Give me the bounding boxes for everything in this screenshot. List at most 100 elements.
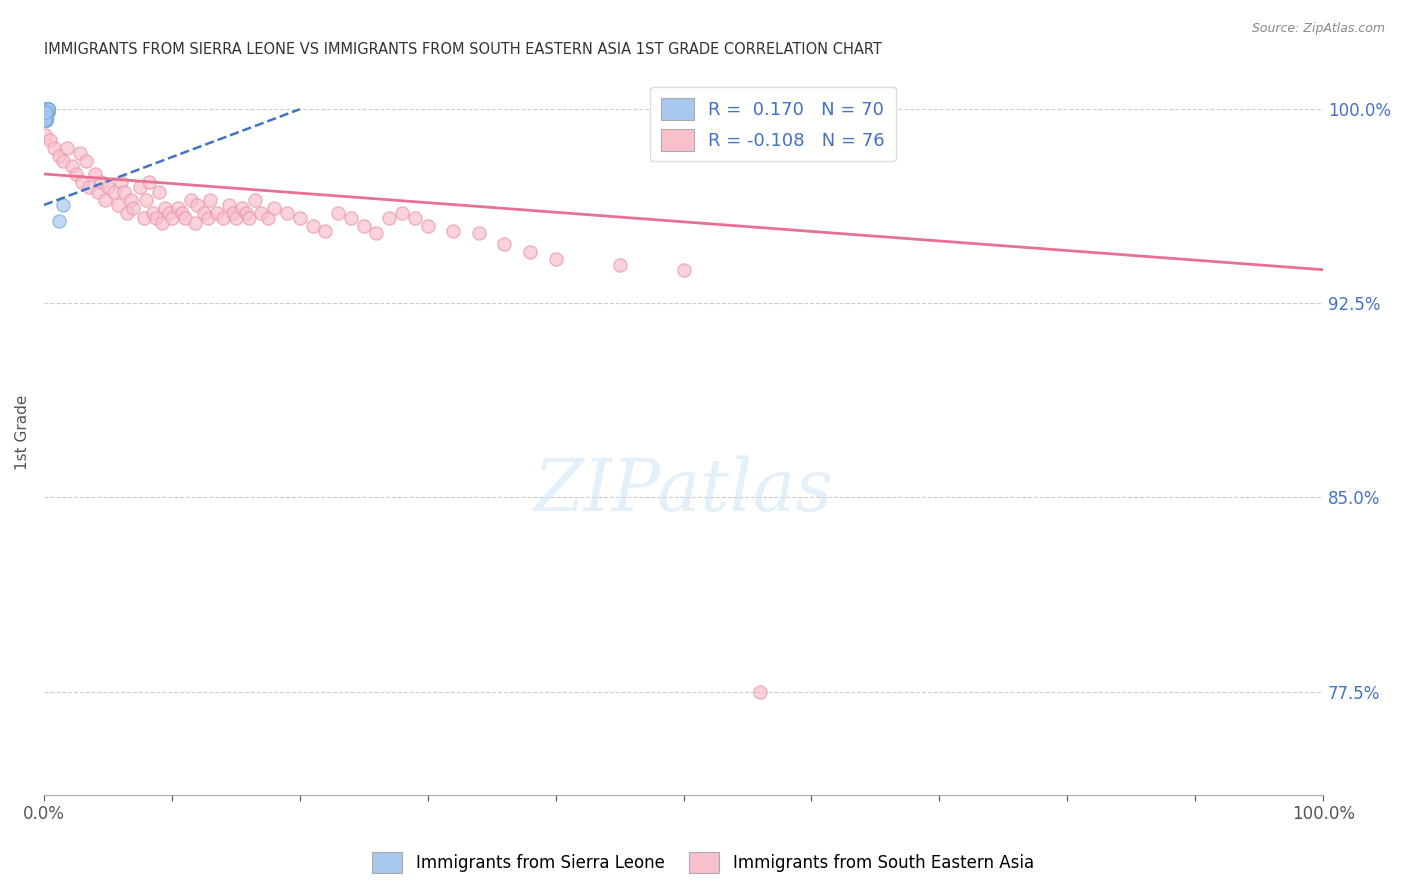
Point	[276, 206, 298, 220]
Point	[72, 175, 94, 189]
Point	[34, 107, 56, 121]
Point	[193, 206, 215, 220]
Point	[122, 201, 145, 215]
Point	[167, 201, 190, 215]
Point	[142, 206, 165, 220]
Point	[34, 110, 56, 124]
Point	[35, 104, 58, 119]
Text: ZIPatlas: ZIPatlas	[534, 456, 834, 526]
Point	[180, 193, 202, 207]
Point	[494, 236, 516, 251]
Point	[34, 112, 56, 127]
Y-axis label: 1st Grade: 1st Grade	[15, 395, 30, 470]
Point	[222, 206, 245, 220]
Point	[34, 112, 56, 127]
Point	[107, 198, 129, 212]
Point	[52, 154, 75, 169]
Point	[34, 107, 56, 121]
Point	[519, 244, 541, 259]
Point	[35, 110, 58, 124]
Point	[366, 227, 388, 241]
Point	[103, 185, 125, 199]
Point	[42, 141, 65, 155]
Point	[34, 110, 56, 124]
Point	[37, 104, 59, 119]
Point	[145, 211, 167, 225]
Text: Source: ZipAtlas.com: Source: ZipAtlas.com	[1251, 22, 1385, 36]
Point	[34, 128, 56, 142]
Point	[39, 133, 62, 147]
Point	[52, 198, 75, 212]
Point	[34, 107, 56, 121]
Point	[404, 211, 426, 225]
Point	[314, 224, 336, 238]
Point	[148, 185, 170, 199]
Point	[35, 112, 58, 127]
Point	[35, 104, 58, 119]
Point	[37, 102, 59, 116]
Point	[37, 102, 59, 116]
Point	[34, 110, 56, 124]
Point	[250, 206, 273, 220]
Point	[35, 104, 58, 119]
Point	[35, 104, 58, 119]
Point	[35, 104, 58, 119]
Point	[340, 211, 363, 225]
Point	[34, 107, 56, 121]
Point	[34, 102, 56, 116]
Point	[56, 141, 79, 155]
Point	[37, 102, 59, 116]
Point	[35, 104, 58, 119]
Point	[170, 206, 193, 220]
Point	[34, 112, 56, 127]
Point	[173, 211, 195, 225]
Point	[34, 112, 56, 127]
Point	[94, 193, 117, 207]
Point	[34, 104, 56, 119]
Point	[128, 180, 150, 194]
Point	[77, 180, 100, 194]
Point	[35, 112, 58, 127]
Point	[120, 193, 142, 207]
Point	[225, 211, 247, 225]
Point	[35, 110, 58, 124]
Point	[114, 185, 136, 199]
Point	[37, 102, 59, 116]
Point	[132, 211, 155, 225]
Point	[609, 258, 631, 272]
Point	[544, 252, 567, 267]
Point	[34, 107, 56, 121]
Point	[86, 185, 108, 199]
Point	[212, 211, 235, 225]
Point	[35, 110, 58, 124]
Point	[35, 110, 58, 124]
Point	[37, 104, 59, 119]
Point	[35, 110, 58, 124]
Point	[672, 262, 695, 277]
Point	[34, 104, 56, 119]
Point	[35, 104, 58, 119]
Point	[468, 227, 491, 241]
Point	[35, 110, 58, 124]
Point	[441, 224, 464, 238]
Point	[263, 201, 285, 215]
Point	[160, 211, 183, 225]
Point	[35, 107, 58, 121]
Point	[198, 193, 221, 207]
Point	[35, 104, 58, 119]
Point	[34, 112, 56, 127]
Point	[243, 193, 266, 207]
Point	[110, 175, 132, 189]
Point	[97, 180, 120, 194]
Point	[35, 110, 58, 124]
Point	[34, 107, 56, 121]
Point	[35, 107, 58, 121]
Point	[391, 206, 413, 220]
Point	[184, 216, 207, 230]
Point	[301, 219, 323, 233]
Point	[37, 102, 59, 116]
Point	[48, 213, 70, 227]
Point	[115, 206, 138, 220]
Point	[35, 104, 58, 119]
Point	[34, 107, 56, 121]
